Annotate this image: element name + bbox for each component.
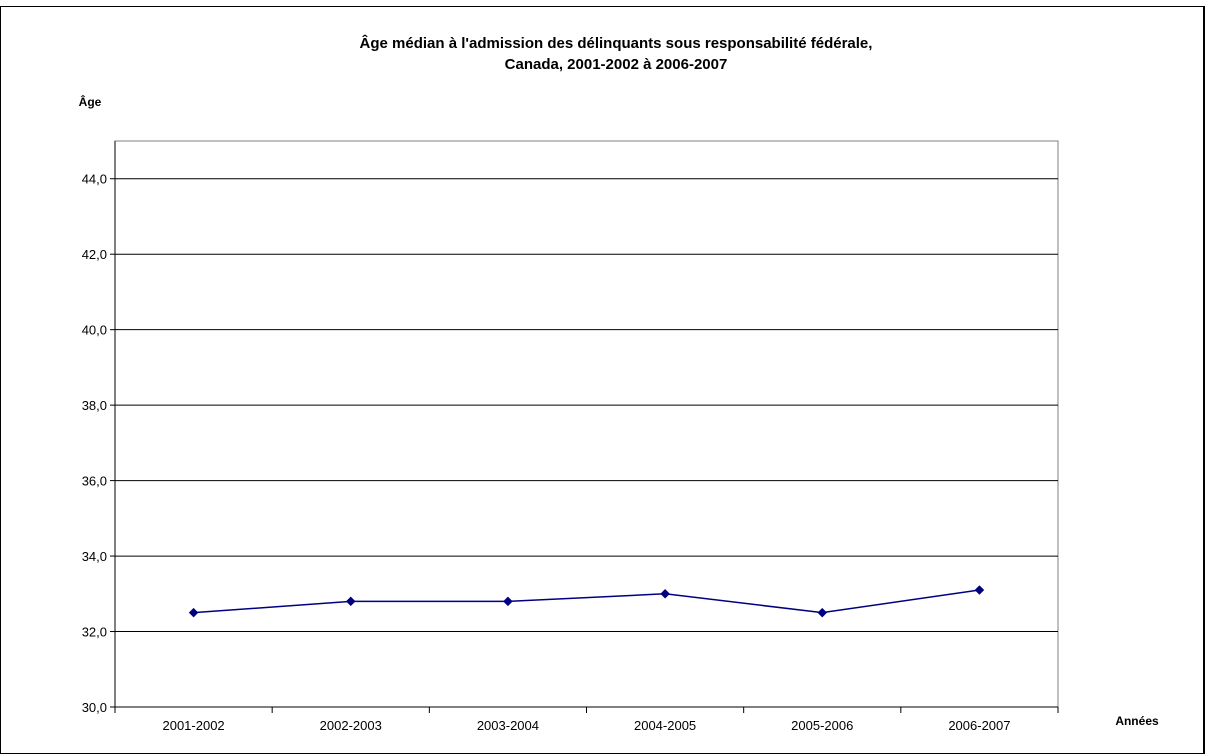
series-line	[193, 589, 980, 614]
data-point	[817, 607, 828, 618]
x-tick-label: 2005-2006	[791, 718, 853, 733]
chart-title-line-1: Âge médian à l'admission des délinquants…	[360, 34, 873, 52]
x-axis-title: Années	[1115, 714, 1159, 728]
y-tick-label: 42,0	[82, 247, 107, 262]
y-tick-label: 40,0	[82, 323, 107, 338]
chart-frame	[0, 6, 1205, 754]
data-point	[974, 585, 985, 595]
series	[188, 585, 985, 618]
data-point	[503, 596, 513, 607]
x-tick-label: 2004-2005	[634, 718, 696, 733]
y-tick-label: 34,0	[82, 549, 107, 564]
x-tick-label: 2001-2002	[162, 718, 224, 733]
x-tick-label: 2006-2007	[948, 718, 1010, 733]
axes: 30,0 32,0 34,0 36,0 38,0 40,0 42,0 44,0 2001-200…	[82, 141, 1059, 733]
y-tick-label: 44,0	[82, 172, 107, 187]
plot-area	[114, 140, 1059, 708]
data-point	[345, 596, 356, 607]
y-tick-label: 38,0	[82, 398, 107, 413]
x-tick-label: 2003-2004	[477, 718, 539, 733]
data-point	[188, 607, 199, 618]
y-axis-title: Âge	[79, 94, 102, 109]
data-point	[660, 588, 670, 599]
gridlines	[115, 178, 1058, 633]
chart-title-line-2: Canada, 2001-2002 à 2006-2007	[505, 56, 728, 73]
x-tick-label: 2002-2003	[320, 718, 382, 733]
y-tick-label: 36,0	[82, 474, 107, 489]
y-tick-label: 30,0	[82, 700, 107, 715]
y-tick-label: 32,0	[82, 625, 107, 640]
